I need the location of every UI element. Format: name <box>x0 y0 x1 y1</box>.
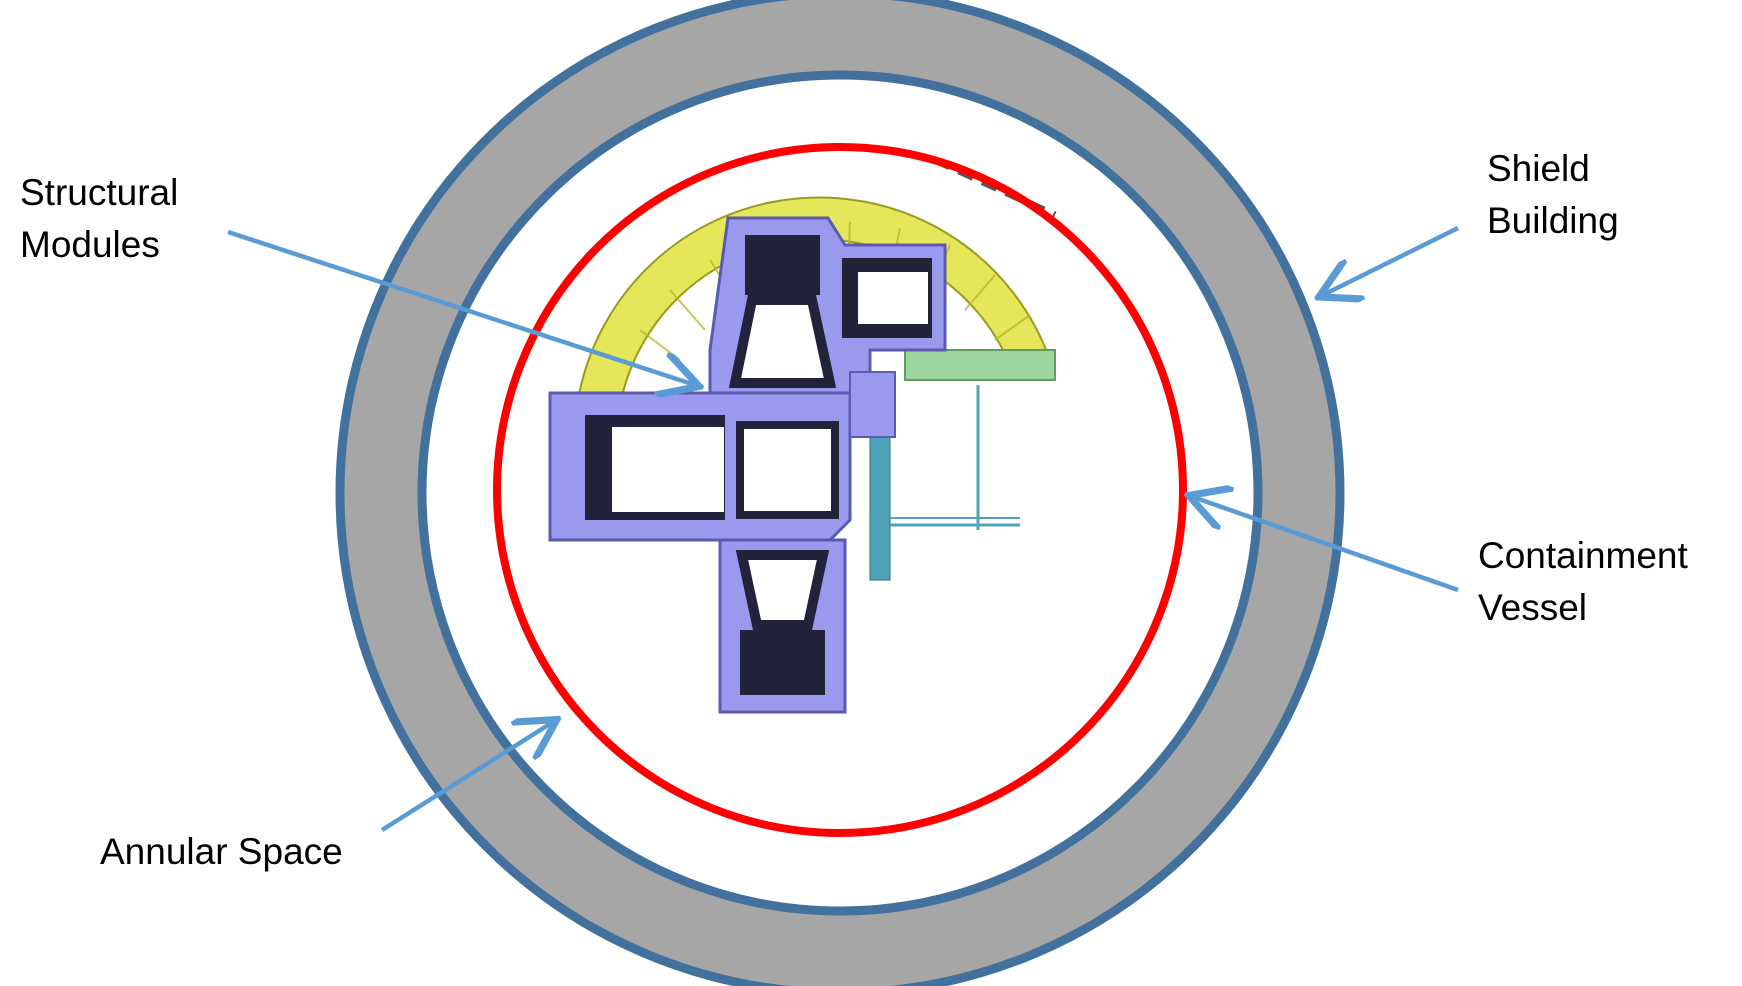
label-shield-building: Shield Building <box>1487 143 1619 247</box>
label-annular-space-text: Annular Space <box>100 831 343 872</box>
label-containment-vessel-line-2: Vessel <box>1478 587 1588 628</box>
arrow-icon <box>1193 497 1459 593</box>
shield-building-inner-wall <box>417 70 1263 916</box>
arrow-icon <box>1323 225 1460 295</box>
plant-plan-view <box>548 156 1057 714</box>
upper-module-void <box>728 295 837 388</box>
label-structural-modules: Structural Modules <box>20 167 178 271</box>
lower-module-dark <box>740 630 825 695</box>
upper-module-cavity <box>745 235 820 295</box>
label-structural-modules-line-1: Structural <box>20 172 179 213</box>
platform-green <box>904 349 1056 381</box>
horizontal-module-void-right <box>736 421 839 519</box>
horizontal-module-stub <box>849 371 896 438</box>
label-annular-space: Annular Space <box>100 826 343 878</box>
arrow-icon <box>227 229 695 385</box>
shield-building-ring <box>340 0 1340 986</box>
label-containment-vessel: Containment Vessel <box>1478 530 1688 634</box>
lower-module-void <box>735 550 830 630</box>
shield-building-outer-wall <box>335 0 1345 986</box>
upper-side-room-inner <box>858 272 928 324</box>
arrow-icon <box>380 722 553 832</box>
label-shield-building-line-1: Shield <box>1487 148 1590 189</box>
piping-vertical <box>869 429 891 581</box>
label-structural-modules-line-2: Modules <box>20 224 160 265</box>
horizontal-module-void-left <box>612 427 724 512</box>
label-shield-building-line-2: Building <box>1487 200 1619 241</box>
label-containment-vessel-line-1: Containment <box>1478 535 1688 576</box>
